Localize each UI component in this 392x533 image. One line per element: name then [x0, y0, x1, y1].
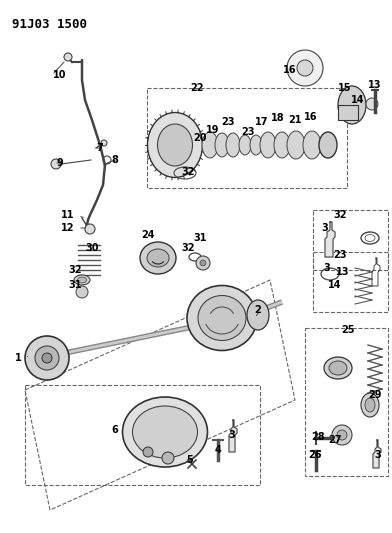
Text: 15: 15	[338, 83, 352, 93]
Text: 32: 32	[68, 265, 82, 275]
Text: 30: 30	[85, 243, 99, 253]
Text: 10: 10	[53, 70, 67, 80]
Text: 3: 3	[324, 263, 330, 273]
Ellipse shape	[329, 361, 347, 375]
Text: 28: 28	[311, 432, 325, 442]
Circle shape	[35, 346, 59, 370]
Text: 13: 13	[368, 80, 382, 90]
Ellipse shape	[226, 133, 240, 157]
Circle shape	[332, 425, 352, 445]
Text: 14: 14	[351, 95, 365, 105]
Circle shape	[101, 140, 107, 146]
Text: 23: 23	[241, 127, 255, 137]
Text: 32: 32	[181, 167, 195, 177]
Ellipse shape	[198, 295, 246, 341]
Text: 25: 25	[341, 325, 355, 335]
Text: 16: 16	[283, 65, 297, 75]
Ellipse shape	[158, 124, 192, 166]
Text: 23: 23	[333, 250, 347, 260]
Ellipse shape	[250, 135, 262, 155]
Ellipse shape	[215, 133, 229, 157]
Ellipse shape	[187, 286, 257, 351]
Circle shape	[51, 159, 61, 169]
Bar	[338, 105, 358, 120]
Circle shape	[287, 50, 323, 86]
Text: 32: 32	[181, 243, 195, 253]
Ellipse shape	[274, 132, 290, 158]
Polygon shape	[373, 440, 381, 468]
Circle shape	[76, 286, 88, 298]
Ellipse shape	[122, 397, 207, 467]
Ellipse shape	[338, 86, 366, 124]
Circle shape	[200, 260, 206, 266]
Text: 91J03 1500: 91J03 1500	[12, 18, 87, 31]
Circle shape	[337, 430, 347, 440]
Text: 22: 22	[190, 83, 204, 93]
Ellipse shape	[147, 112, 203, 177]
Text: 6: 6	[112, 425, 118, 435]
Text: 2: 2	[255, 305, 261, 315]
Text: 23: 23	[221, 117, 235, 127]
Circle shape	[85, 224, 95, 234]
Circle shape	[162, 452, 174, 464]
Text: 32: 32	[333, 210, 347, 220]
Text: 31: 31	[193, 233, 207, 243]
Ellipse shape	[303, 131, 321, 159]
Ellipse shape	[324, 357, 352, 379]
Bar	[313, 252, 388, 312]
Bar	[313, 210, 388, 270]
Ellipse shape	[78, 277, 87, 283]
Text: 16: 16	[304, 112, 318, 122]
Text: 31: 31	[68, 280, 82, 290]
Text: 8: 8	[112, 155, 118, 165]
Bar	[305, 328, 388, 476]
Circle shape	[25, 336, 69, 380]
Text: 4: 4	[215, 445, 221, 455]
Text: 19: 19	[206, 125, 220, 135]
Circle shape	[196, 256, 210, 270]
Text: 29: 29	[368, 390, 382, 400]
Circle shape	[64, 53, 72, 61]
Polygon shape	[325, 222, 335, 257]
Ellipse shape	[361, 393, 379, 417]
Ellipse shape	[147, 249, 169, 267]
Ellipse shape	[260, 132, 276, 158]
Ellipse shape	[202, 132, 218, 158]
Text: 12: 12	[61, 223, 75, 233]
Circle shape	[42, 353, 52, 363]
Ellipse shape	[247, 300, 269, 330]
Text: 21: 21	[288, 115, 302, 125]
Ellipse shape	[132, 406, 198, 458]
Text: 1: 1	[15, 353, 22, 363]
Text: 13: 13	[336, 267, 350, 277]
Text: 9: 9	[56, 158, 64, 168]
Text: 27: 27	[328, 435, 342, 445]
Ellipse shape	[319, 132, 337, 158]
Text: 17: 17	[255, 117, 269, 127]
Text: 26: 26	[308, 450, 322, 460]
Bar	[147, 88, 347, 188]
Text: 11: 11	[61, 210, 75, 220]
Text: 24: 24	[141, 230, 155, 240]
Bar	[25, 385, 260, 485]
Text: 14: 14	[328, 280, 342, 290]
Text: 3: 3	[321, 223, 328, 233]
Text: 20: 20	[193, 133, 207, 143]
Text: 7: 7	[96, 143, 103, 153]
Text: 3: 3	[229, 430, 235, 440]
Text: 3: 3	[375, 450, 381, 460]
Circle shape	[143, 447, 153, 457]
Ellipse shape	[74, 275, 90, 285]
Ellipse shape	[365, 398, 375, 412]
Text: 5: 5	[187, 455, 193, 465]
Ellipse shape	[140, 242, 176, 274]
Ellipse shape	[287, 131, 305, 159]
Polygon shape	[229, 420, 237, 452]
Circle shape	[366, 98, 378, 110]
Text: 18: 18	[271, 113, 285, 123]
Circle shape	[297, 60, 313, 76]
Ellipse shape	[239, 135, 251, 155]
